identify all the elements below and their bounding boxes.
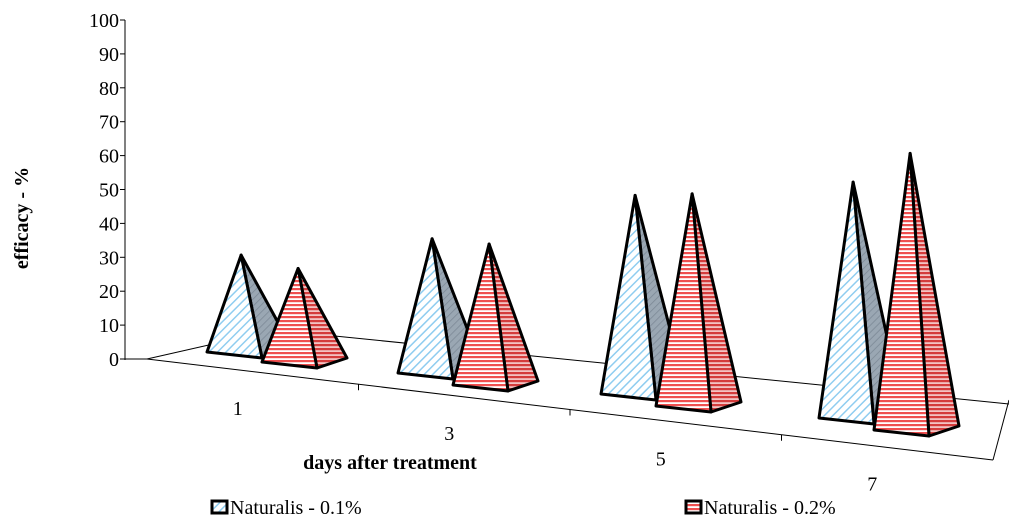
pyramid-front-face <box>599 193 658 402</box>
x-tick-label: 3 <box>444 423 454 445</box>
pyramid-front-face <box>817 180 876 426</box>
pyramid-bar <box>451 242 540 393</box>
legend-label: Naturalis - 0.1% <box>230 497 362 519</box>
pyramid-front-face <box>654 192 713 414</box>
legend-swatch <box>684 499 703 515</box>
y-tick-label: 30 <box>99 247 119 269</box>
y-tick-label: 90 <box>99 44 119 66</box>
y-tick-label: 70 <box>99 112 119 134</box>
legend: Naturalis - 0.1% Naturalis - 0.2% <box>210 497 836 519</box>
pyramid-bar <box>654 192 743 414</box>
y-tick-label: 80 <box>99 78 119 100</box>
pyramid-front-face <box>396 237 455 381</box>
legend-swatch <box>210 499 229 515</box>
floor-right-edge <box>992 399 1009 461</box>
pyramid-bar <box>260 266 349 370</box>
bars <box>205 151 961 438</box>
x-tick-label: 5 <box>656 448 666 470</box>
y-tick-label: 10 <box>99 315 119 337</box>
legend-item: Naturalis - 0.2% <box>684 497 836 519</box>
x-tick-label: 7 <box>867 474 877 496</box>
y-tick-label: 50 <box>99 180 119 202</box>
legend-item: Naturalis - 0.1% <box>210 497 362 519</box>
x-axis-ticks: 1 3 5 7 <box>233 384 877 496</box>
y-tick-label: 60 <box>99 146 119 168</box>
pyramid-front-face <box>260 266 319 370</box>
y-axis-title: efficacy - % <box>11 167 33 269</box>
pyramid-front-face <box>205 253 264 360</box>
y-tick-label: 40 <box>99 213 119 235</box>
x-axis-title: days after treatment <box>303 452 477 474</box>
pyramid-front-face <box>872 151 931 438</box>
y-tick-label: 100 <box>89 10 119 32</box>
y-tick-label: 0 <box>109 349 119 371</box>
legend-label: Naturalis - 0.2% <box>704 497 836 519</box>
x-tick-label: 1 <box>233 398 243 420</box>
pyramid-front-face <box>451 242 510 393</box>
y-tick-label: 20 <box>99 281 119 303</box>
pyramid-bar <box>872 151 961 438</box>
y-axis-ticks: 0 10 20 30 40 50 60 70 80 90 100 <box>89 10 125 371</box>
